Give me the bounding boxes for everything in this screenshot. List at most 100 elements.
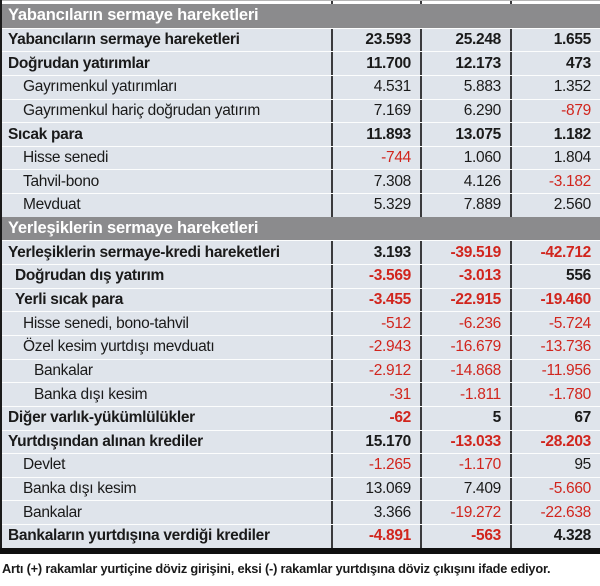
cell-value: -42.712: [510, 241, 600, 265]
cell-value: -2.912: [331, 359, 420, 383]
cell-value: 95: [510, 454, 600, 477]
table-row: Doğrudan dış yatırım -3.569 -3.013 556: [2, 264, 600, 288]
section-header-bar: Yabancıların sermaye hareketleri: [2, 4, 600, 28]
row-label: Doğrudan dış yatırım: [15, 267, 165, 285]
cell-value: -563: [420, 525, 510, 548]
row-label: Doğrudan yatırımlar: [8, 54, 150, 72]
table-row: Yabancıların sermaye hareketleri 23.593 …: [2, 27, 600, 52]
cell-value: 11.700: [331, 52, 420, 75]
section-title: Yerleşiklerin sermaye hareketleri: [8, 219, 259, 238]
table-row: Bankalar 3.366 -19.272 -22.638: [2, 500, 600, 525]
cell-value: -4.891: [331, 525, 420, 548]
cell-value: -22.638: [510, 501, 600, 525]
table-row: Doğrudan yatırımlar 11.700 12.173 473: [2, 51, 600, 75]
table-row: Özel kesim yurtdışı mevduatı -2.943 -16.…: [2, 334, 600, 359]
table-row: Banka dışı kesim -31 -1.811 -1.780: [2, 382, 600, 406]
cell-value: -62: [331, 406, 420, 430]
cell-value: 7.889: [420, 194, 510, 217]
cell-value: 1.182: [510, 123, 600, 146]
row-label: Sıcak para: [8, 125, 83, 143]
cell-value: -6.236: [420, 312, 510, 335]
cell-value: 1.060: [420, 146, 510, 170]
cropped-row-remnant: [2, 0, 600, 4]
capital-flows-table: Yabancıların sermaye hareketleri Yabancı…: [0, 0, 600, 548]
row-label: Mevduat: [23, 196, 81, 214]
table-row: Hisse senedi -744 1.060 1.804: [2, 145, 600, 170]
cell-value: -2.943: [331, 335, 420, 359]
cell-value: -19.272: [420, 501, 510, 525]
row-label: Hisse senedi: [23, 149, 109, 167]
row-label: Yurtdışından alınan krediler: [8, 432, 203, 450]
table-row: Gayrımenkul hariç doğrudan yatırım 7.169…: [2, 98, 600, 123]
table-row: Gayrımenkul yatırımları 4.531 5.883 1.35…: [2, 74, 600, 99]
row-label: Tahvil-bono: [23, 172, 99, 190]
section-title: Yabancıların sermaye hareketleri: [8, 6, 259, 25]
cropped-cell: [2, 1, 331, 4]
cell-value: -3.182: [510, 170, 600, 194]
table-row: Bankaların yurtdışına verdiği krediler -…: [2, 524, 600, 548]
table-row: Diğer varlık-yükümlülükler -62 5 67: [2, 405, 600, 430]
row-label: Banka dışı kesim: [34, 385, 148, 403]
row-label: Gayrımenkul hariç doğrudan yatırım: [23, 101, 261, 119]
section-header-bar: Yerleşiklerin sermaye hareketleri: [2, 216, 600, 241]
cell-value: 13.075: [420, 123, 510, 146]
row-label: Bankalar: [34, 361, 93, 379]
row-label: Diğer varlık-yükümlülükler: [8, 409, 195, 427]
cell-value: -1.780: [510, 383, 600, 406]
cell-value: -512: [331, 312, 420, 335]
table-row: Devlet -1.265 -1.170 95: [2, 453, 600, 477]
table-row: Sıcak para 11.893 13.075 1.182: [2, 122, 600, 146]
cell-value: -5.660: [510, 477, 600, 501]
table-row: Bankalar -2.912 -14.868 -11.956: [2, 358, 600, 383]
cropped-cell: [510, 1, 600, 4]
row-label: Hisse senedi, bono-tahvil: [23, 314, 189, 332]
table-row: Hisse senedi, bono-tahvil -512 -6.236 -5…: [2, 311, 600, 335]
cell-value: -31: [331, 383, 420, 406]
cell-value: -11.956: [510, 359, 600, 383]
row-label: Gayrımenkul yatırımları: [23, 78, 178, 96]
table-row: Yerleşiklerin sermaye-kredi hareketleri …: [2, 240, 600, 265]
cell-value: 1.804: [510, 146, 600, 170]
cell-value: -5.724: [510, 312, 600, 335]
row-label: Yabancıların sermaye hareketleri: [8, 30, 240, 48]
row-label: Yerli sıcak para: [15, 291, 124, 308]
cell-value: 23.593: [331, 28, 420, 52]
cell-value: 5.883: [420, 75, 510, 99]
cell-value: 67: [510, 406, 600, 430]
cell-value: 7.409: [420, 477, 510, 501]
cell-value: 13.069: [331, 477, 420, 501]
cell-value: 5: [420, 406, 510, 430]
cell-value: 7.169: [331, 99, 420, 123]
cell-value: -13.033: [420, 430, 510, 454]
row-label: Bankaların yurtdışına verdiği krediler: [8, 527, 270, 545]
row-label: Bankalar: [23, 503, 82, 521]
cell-value: -39.519: [420, 241, 510, 265]
table-row: Banka dışı kesim 13.069 7.409 -5.660: [2, 476, 600, 501]
cell-value: 7.308: [331, 170, 420, 194]
cell-value: 6.290: [420, 99, 510, 123]
cropped-cell: [331, 1, 420, 4]
cell-value: -13.736: [510, 335, 600, 359]
cell-value: 556: [510, 265, 600, 288]
cell-value: -22.915: [420, 288, 510, 312]
row-label: Banka dışı kesim: [23, 480, 137, 498]
cell-value: -14.868: [420, 359, 510, 383]
cell-value: 2.560: [510, 194, 600, 217]
table-row: Yerli sıcak para -3.455 -22.915 -19.460: [2, 287, 600, 312]
cell-value: 5.329: [331, 194, 420, 217]
table-row: Mevduat 5.329 7.889 2.560: [2, 193, 600, 217]
cell-value: -744: [331, 146, 420, 170]
cell-value: -3.455: [331, 288, 420, 312]
bottom-rule: [0, 547, 600, 554]
footnote: Artı (+) rakamlar yurtiçine döviz girişi…: [2, 560, 551, 576]
row-label: Özel kesim yurtdışı mevduatı: [23, 338, 215, 356]
cell-value: 473: [510, 52, 600, 75]
row-label: Yerleşiklerin sermaye-kredi hareketleri: [8, 243, 280, 261]
cell-value: 15.170: [331, 430, 420, 454]
cell-value: -3.013: [420, 265, 510, 288]
cropped-cell: [420, 1, 510, 4]
cell-value: -1.265: [331, 454, 420, 477]
cell-value: 1.655: [510, 28, 600, 52]
cell-value: 4.531: [331, 75, 420, 99]
cell-value: -879: [510, 99, 600, 123]
